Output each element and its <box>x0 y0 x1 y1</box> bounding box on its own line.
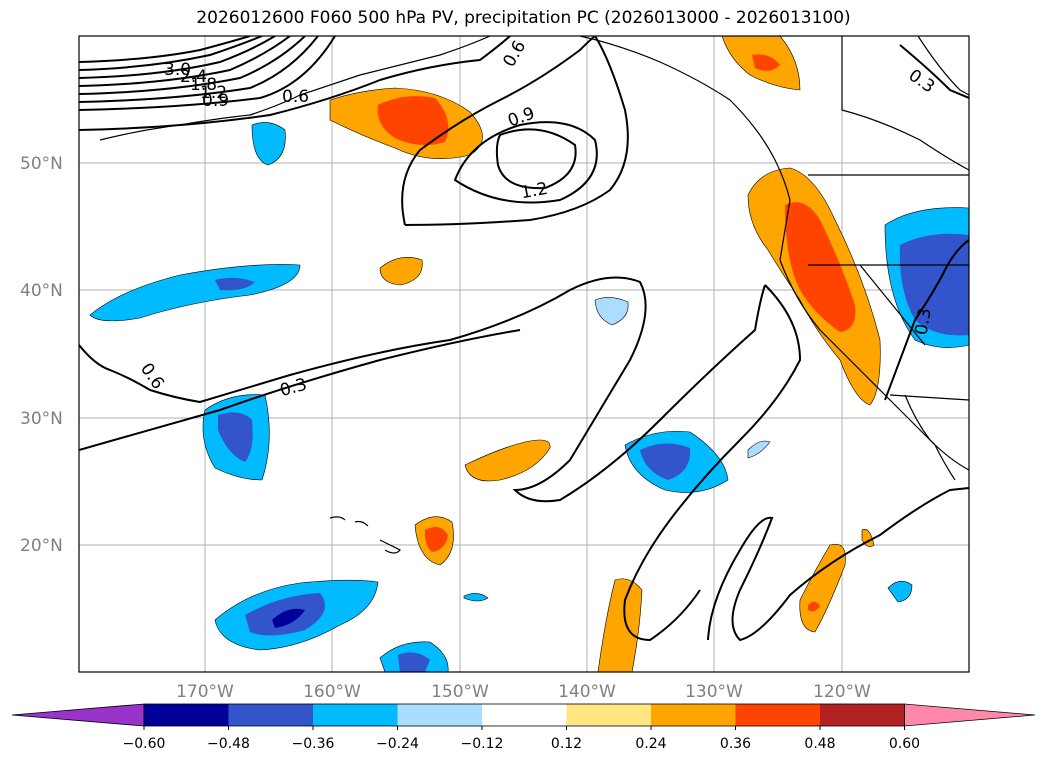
lat-label-50n: 50°N <box>20 154 63 174</box>
latitude-labels: 50°N 40°N 30°N 20°N <box>20 154 63 556</box>
colorbar-extend-high <box>904 703 1036 727</box>
gridlines <box>79 36 969 672</box>
pv-label-2-4: 2.4 <box>180 67 207 87</box>
negative-precip-areas <box>89 122 969 672</box>
colorbar-ticks: −0.60 −0.48 −0.36 −0.24 −0.12 0.12 0.24 0.36 0.4… <box>123 726 920 752</box>
lon-label-170w: 170°W <box>176 682 234 702</box>
map-title: 2026012600 F060 500 hPa PV, precipitatio… <box>196 8 851 28</box>
lat-label-20n: 20°N <box>20 536 63 556</box>
colorbar-segment <box>820 704 905 726</box>
lon-label-140w: 140°W <box>558 682 616 702</box>
pv-label-0-3-east: 0.3 <box>911 306 935 336</box>
colorbar-segment <box>397 704 482 726</box>
lat-label-40n: 40°N <box>20 281 63 301</box>
lon-label-150w: 150°W <box>431 682 489 702</box>
lat-label-30n: 30°N <box>20 409 63 429</box>
colorbar-tick-label: 0.24 <box>635 736 666 752</box>
colorbar-tick-label: 0.36 <box>720 736 751 752</box>
colorbar-segment <box>482 704 567 726</box>
pv-label-1-2: 1.2 <box>200 83 227 103</box>
colorbar-tick-label: 0.48 <box>804 736 835 752</box>
colorbar-extend-low <box>11 703 145 727</box>
colorbar-tick-label: 0.12 <box>551 736 582 752</box>
colorbar-segment <box>228 704 313 726</box>
pv-label-1-8: 1.8 <box>190 75 217 95</box>
map-frame <box>78 35 970 673</box>
colorbar-tick-label: −0.36 <box>292 736 335 752</box>
lon-label-130w: 130°W <box>685 682 743 702</box>
colorbar-tick-label: −0.12 <box>461 736 504 752</box>
pv-label-3-0: 3.0 <box>164 60 191 80</box>
pv-label-0-6-north: 0.6 <box>282 87 309 107</box>
colorbar-tick-label: −0.60 <box>123 736 166 752</box>
colorbar-tick-label: 0.60 <box>889 736 920 752</box>
colorbar-tick-label: −0.24 <box>376 736 419 752</box>
pv-label-1-2-center: 1.2 <box>519 179 549 203</box>
lon-label-120w: 120°W <box>813 682 871 702</box>
colorbar <box>11 703 1036 727</box>
longitude-labels: 170°W 160°W 150°W 140°W 130°W 120°W <box>176 682 871 702</box>
colorbar-segment <box>313 704 398 726</box>
pv-contours <box>79 36 969 642</box>
positive-precip-areas <box>329 36 881 672</box>
colorbar-segment <box>735 704 820 726</box>
colorbar-tick-label: −0.48 <box>207 736 250 752</box>
colorbar-outline <box>143 703 905 727</box>
pv-label-0-9-north: 0.9 <box>202 91 229 111</box>
colorbar-segment <box>566 704 651 726</box>
colorbar-segment <box>144 704 229 726</box>
lon-label-160w: 160°W <box>303 682 361 702</box>
colorbar-segment <box>651 704 736 726</box>
